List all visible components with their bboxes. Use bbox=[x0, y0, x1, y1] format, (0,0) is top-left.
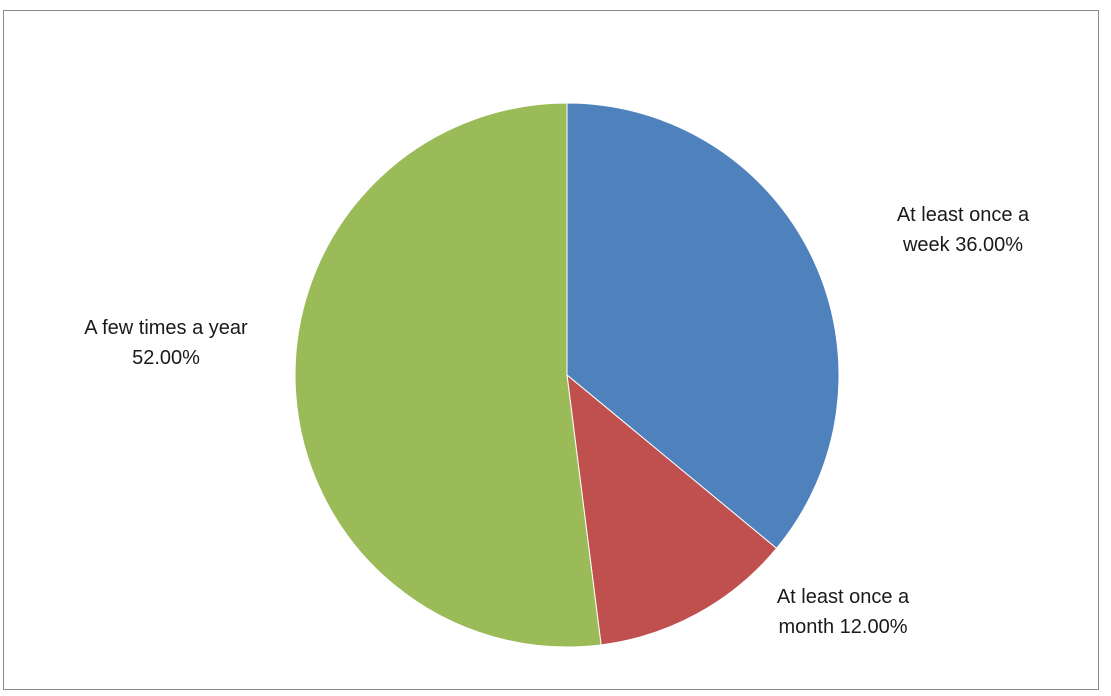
pie-slice-weekly bbox=[566, 102, 840, 550]
pie-slice-yearly bbox=[294, 102, 602, 648]
pie-slices bbox=[294, 102, 840, 648]
pie-labels: At least once a week 36.00%At least once … bbox=[84, 204, 1030, 638]
slice-label-monthly: At least once a month 12.00% bbox=[777, 586, 910, 638]
slice-label-yearly: A few times a year 52.00% bbox=[84, 317, 248, 369]
slice-label-line: week 36.00% bbox=[902, 234, 1023, 256]
slice-label-line: 52.00% bbox=[132, 347, 200, 369]
pie-slice-monthly bbox=[566, 373, 778, 646]
slice-label-line: month 12.00% bbox=[779, 616, 908, 638]
slice-label-line: At least once a bbox=[777, 586, 910, 608]
slice-label-weekly: At least once a week 36.00% bbox=[897, 204, 1030, 256]
slice-label-line: At least once a bbox=[897, 204, 1030, 226]
slice-label-line: A few times a year bbox=[84, 317, 248, 339]
